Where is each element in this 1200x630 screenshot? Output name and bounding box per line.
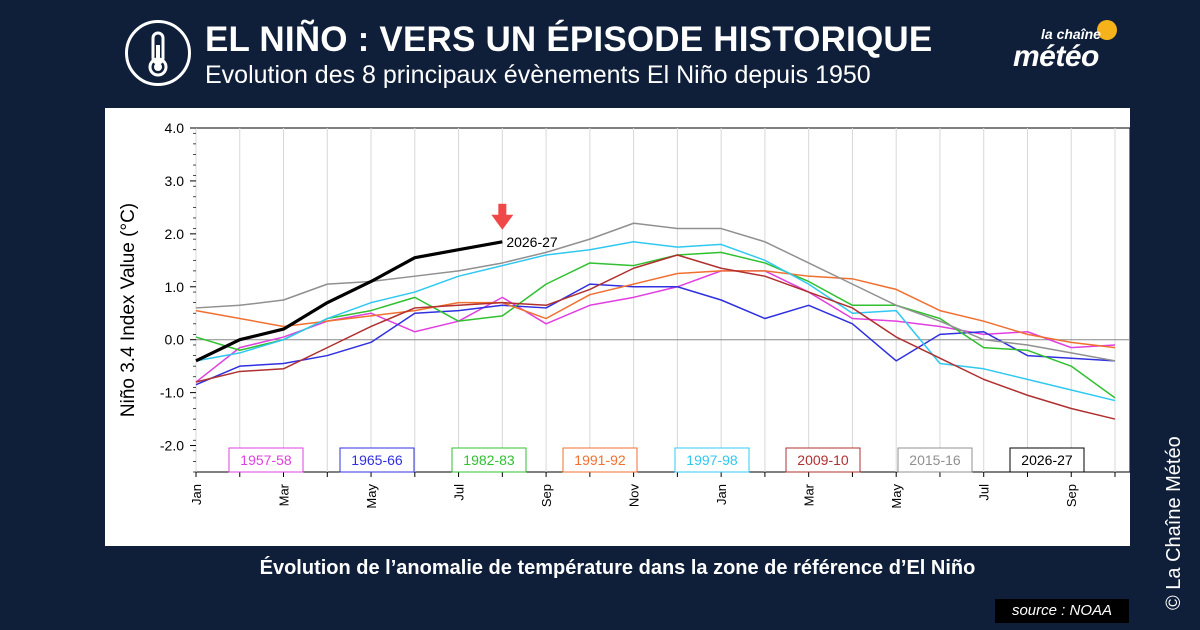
series-line-2015-16 xyxy=(195,222,1116,362)
credit-wrapper: © La Chaîne Météo xyxy=(1163,436,1185,611)
down-arrow-icon xyxy=(498,203,507,216)
series-line-1991-92 xyxy=(195,270,1116,349)
legend-box-1982-83 xyxy=(451,447,527,473)
y-tick-label: 1.0 xyxy=(165,279,185,295)
series-line-2026-27 xyxy=(195,240,503,363)
x-tick-label: Sep xyxy=(1064,484,1079,507)
y-tick-label: -2.0 xyxy=(160,438,184,454)
down-arrow-icon-head xyxy=(491,214,514,230)
x-tick-label: Mar xyxy=(277,483,292,506)
x-tick-label: May xyxy=(889,484,904,509)
x-tick-label: Nov xyxy=(627,484,642,508)
thermometer-icon xyxy=(148,31,168,77)
legend-box-1965-66 xyxy=(339,447,415,473)
source-badge: source : NOAA xyxy=(995,599,1129,623)
legend-label-2009-10: 2009-10 xyxy=(797,452,849,468)
legend-label-1965-66: 1965-66 xyxy=(351,452,403,468)
y-tick-label: 4.0 xyxy=(165,120,185,136)
sun-icon xyxy=(1097,20,1117,40)
x-tick-label: Mar xyxy=(802,483,817,506)
legend-box-1997-98 xyxy=(674,447,750,473)
legend-box-1957-58 xyxy=(228,447,304,473)
x-tick-label: Jan xyxy=(189,484,204,505)
brand-name-small: la chaîne xyxy=(1041,26,1101,42)
series-line-1997-98 xyxy=(195,241,1116,402)
page-title: EL NIÑO : VERS UN ÉPISODE HISTORIQUE xyxy=(205,20,933,59)
chart-panel: 4.0 3.0 2.0 1.0 0.0 -1.0 -2.0 Jan Mar May Jul Sep No… xyxy=(105,108,1131,546)
y-tick-label: -1.0 xyxy=(160,385,184,401)
legend-label-2015-16: 2015-16 xyxy=(909,452,961,468)
copyright-credit: © La Chaîne Météo xyxy=(1163,436,1185,610)
x-tick-label: Jul xyxy=(452,484,467,501)
legend-label-1991-92: 1991-92 xyxy=(574,452,626,468)
brand-logo: la chaîne météo xyxy=(1005,16,1133,86)
legend-label-1957-58: 1957-58 xyxy=(240,452,292,468)
legend-label-2026-27: 2026-27 xyxy=(1021,452,1073,468)
x-tick-label: May xyxy=(364,484,379,509)
legend-label-1982-83: 1982-83 xyxy=(463,452,515,468)
chart-caption: Évolution de l’anomalie de température d… xyxy=(259,557,976,579)
x-tick-label: Jul xyxy=(977,484,992,501)
page-subtitle: Evolution des 8 principaux évènements El… xyxy=(205,61,871,89)
legend-box-2026-27 xyxy=(1009,447,1085,473)
series-line-2009-10 xyxy=(195,254,1116,420)
legend-label-1997-98: 1997-98 xyxy=(686,452,738,468)
chart-svg: 4.0 3.0 2.0 1.0 0.0 -1.0 -2.0 Jan Mar May Jul Sep No… xyxy=(118,120,1131,509)
series-line-1957-58 xyxy=(195,270,1116,383)
legend-box-1991-92 xyxy=(562,447,638,473)
y-tick-label: 2.0 xyxy=(165,226,185,242)
y-tick-label: 0.0 xyxy=(165,332,185,348)
brand-name-big: météo xyxy=(1013,40,1099,73)
series-line-1982-83 xyxy=(195,251,1116,399)
thermometer-badge xyxy=(125,20,191,86)
y-axis-label: Niño 3.4 Index Value (°C) xyxy=(118,203,139,417)
legend-box-2015-16 xyxy=(897,447,973,473)
annotation-label: 2026-27 xyxy=(506,234,558,250)
legend-box-2009-10 xyxy=(785,447,861,473)
x-tick-label: Sep xyxy=(539,484,554,507)
y-tick-label: 3.0 xyxy=(165,173,185,189)
x-tick-label: Jan xyxy=(714,484,729,505)
